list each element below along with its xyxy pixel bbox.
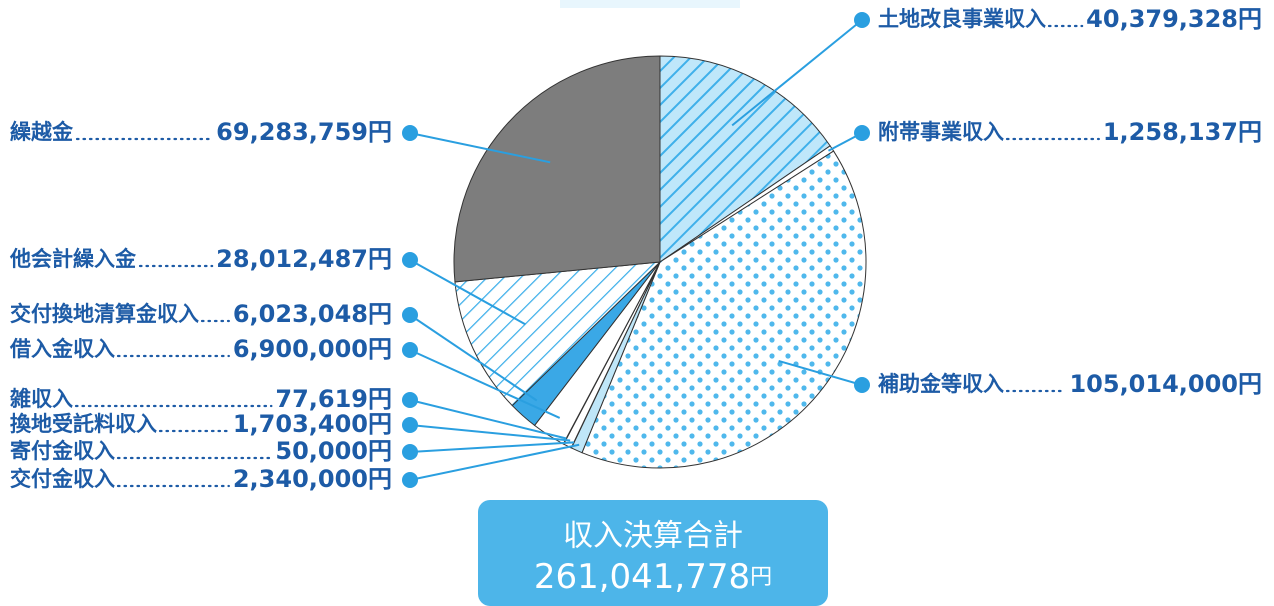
leader-line xyxy=(409,132,551,164)
value-label: 2,340,000円 xyxy=(233,465,392,493)
label-marker xyxy=(854,377,870,393)
label-marker xyxy=(402,125,418,141)
top-tab xyxy=(560,0,740,8)
value-label: 105,014,000円 xyxy=(1069,370,1262,398)
category-label: 附帯事業収入 xyxy=(878,120,1004,144)
pie-slice xyxy=(659,55,831,263)
leader-line xyxy=(778,360,863,386)
label-marker xyxy=(402,307,418,323)
category-label: 他会計繰入金 xyxy=(9,247,137,271)
value-label: 6,023,048円 xyxy=(233,300,392,328)
label-marker xyxy=(402,392,418,408)
value-label: 1,703,400円 xyxy=(233,410,392,438)
value-label: 40,379,328円 xyxy=(1086,5,1262,33)
leader-line xyxy=(409,443,580,481)
category-label: 交付金収入 xyxy=(10,467,115,491)
value-label: 28,012,487円 xyxy=(216,245,392,273)
category-label: 換地受託料収入 xyxy=(10,412,157,436)
category-label: 借入金収入 xyxy=(9,337,115,361)
leader-line xyxy=(409,259,526,326)
category-label: 補助金等収入 xyxy=(877,372,1004,396)
label-marker xyxy=(402,252,418,268)
total-value-number: 261,041,778 xyxy=(534,557,750,597)
value-label: 77,619円 xyxy=(275,385,392,413)
category-label: 雑収入 xyxy=(9,387,73,411)
category-label: 寄付金収入 xyxy=(10,439,115,463)
total-label: 収入決算合計 xyxy=(563,519,743,554)
label-marker xyxy=(402,417,418,433)
total-box xyxy=(478,500,828,606)
leader-line xyxy=(409,314,538,402)
category-label: 繰越金 xyxy=(10,120,74,144)
leader-line xyxy=(731,19,863,127)
label-marker xyxy=(854,125,870,141)
total-value: 261,041,778円 xyxy=(534,557,772,597)
leader-line xyxy=(409,349,561,419)
pie-slice xyxy=(453,55,661,283)
pie-slice xyxy=(454,261,662,407)
leader-line xyxy=(409,441,575,453)
leader-line xyxy=(409,399,567,440)
value-label: 1,258,137円 xyxy=(1103,118,1262,146)
label-marker xyxy=(402,444,418,460)
label-marker xyxy=(402,342,418,358)
value-label: 6,900,000円 xyxy=(233,335,392,363)
category-label: 土地改良事業収入 xyxy=(878,7,1046,31)
category-label: 交付換地清算金収入 xyxy=(10,302,199,326)
leader-line xyxy=(409,424,571,442)
value-label: 69,283,759円 xyxy=(216,118,392,146)
label-marker xyxy=(402,472,418,488)
label-marker xyxy=(854,12,870,28)
total-unit: 円 xyxy=(750,565,772,590)
value-label: 50,000円 xyxy=(275,437,392,465)
pie-slice xyxy=(581,150,867,469)
